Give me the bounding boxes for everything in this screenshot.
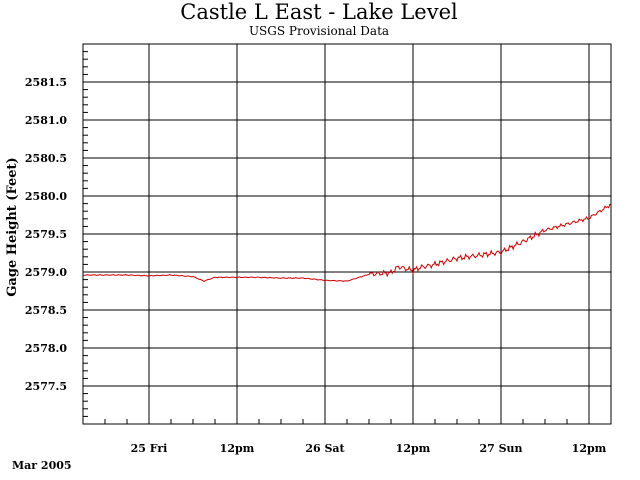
x-tick-label-2: 26 Sat: [305, 442, 345, 455]
grid-lines: [83, 44, 611, 424]
y-tick-label-5: 2580.0: [25, 190, 67, 203]
date-footnote: Mar 2005: [12, 459, 72, 472]
chart-subtitle: USGS Provisional Data: [249, 24, 389, 38]
y-tick-label-0: 2577.5: [25, 380, 67, 393]
y-tick-labels: 2577.5 2578.0 2578.5 2579.0 2579.5 2580.0 2580…: [25, 76, 67, 393]
x-tick-label-5: 12pm: [572, 442, 607, 455]
y-tick-label-3: 2579.0: [25, 266, 67, 279]
x-tick-label-3: 12pm: [396, 442, 431, 455]
y-axis-label: Gage Height (Feet): [5, 157, 20, 296]
x-tick-labels: 25 Fri 12pm 26 Sat 12pm 27 Sun 12pm: [131, 442, 607, 455]
plot-frame: [82, 43, 612, 425]
x-tick-label-4: 27 Sun: [479, 442, 522, 455]
y-tick-label-1: 2578.0: [25, 342, 67, 355]
minor-tick-marks: [82, 43, 612, 425]
y-tick-label-6: 2580.5: [25, 152, 67, 165]
y-tick-label-4: 2579.5: [25, 228, 67, 241]
y-tick-label-2: 2578.5: [25, 304, 67, 317]
x-tick-label-1: 12pm: [220, 442, 255, 455]
series-line-lake-level: [82, 203, 611, 283]
chart-title: Castle L East - Lake Level: [180, 0, 458, 24]
y-tick-label-8: 2581.5: [25, 76, 67, 89]
y-tick-label-7: 2581.0: [25, 114, 67, 127]
x-tick-label-0: 25 Fri: [131, 442, 168, 455]
